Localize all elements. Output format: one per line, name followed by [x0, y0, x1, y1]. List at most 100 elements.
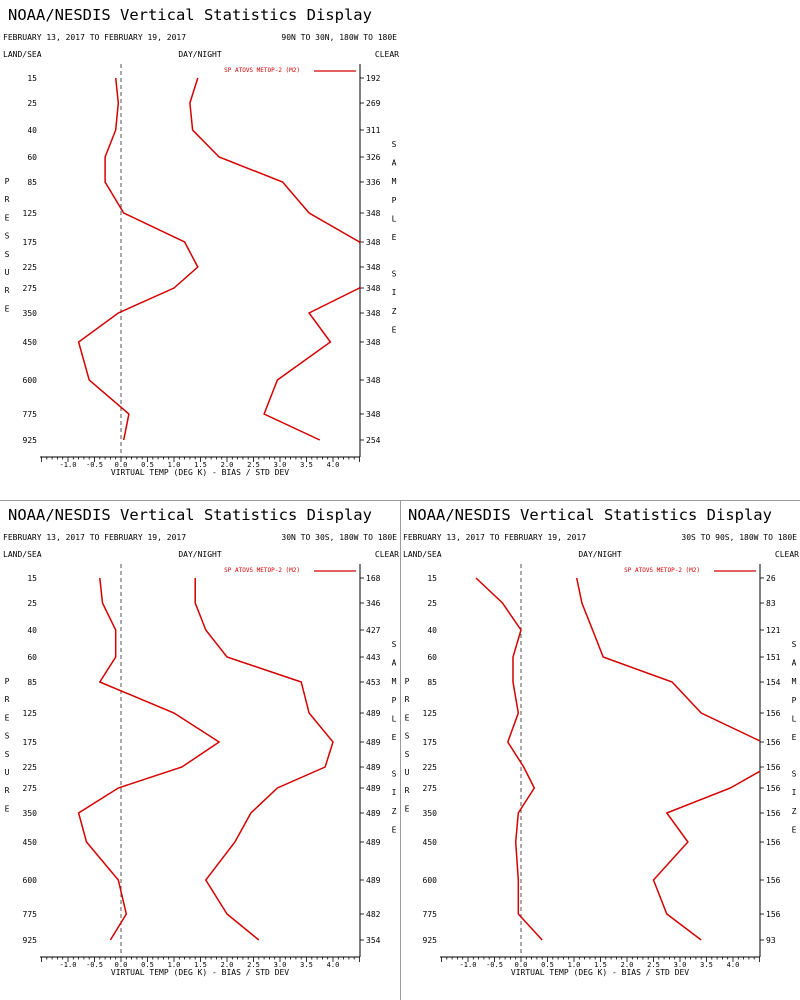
x-tick-label: 3.5 — [300, 461, 313, 469]
pressure-level-label: 175 — [23, 238, 38, 247]
date-range: FEBRUARY 13, 2017 TO FEBRUARY 19, 2017 — [3, 33, 186, 42]
pressure-axis-letter: E — [405, 804, 410, 813]
x-tick-label: 1.0 — [568, 961, 581, 969]
sample-size-value: 348 — [366, 309, 381, 318]
x-tick-label: 0.0 — [115, 461, 128, 469]
pressure-level-label: 60 — [427, 653, 437, 662]
sample-size-value: 489 — [366, 809, 381, 818]
sample-size-axis-letter: E — [392, 325, 397, 334]
sample-size-value: 326 — [366, 153, 381, 162]
pressure-axis-letter: S — [5, 232, 10, 241]
x-tick-label: 2.5 — [247, 961, 260, 969]
pressure-axis-letter: E — [405, 713, 410, 722]
sample-size-value: 489 — [366, 784, 381, 793]
pressure-level-label: 85 — [27, 678, 37, 687]
x-tick-label: 2.0 — [221, 961, 234, 969]
legend-label: SP ATOVS METOP-2 (M2) — [224, 567, 300, 574]
pressure-level-label: 25 — [427, 599, 437, 608]
sample-size-value: 443 — [366, 653, 381, 662]
pressure-level-label: 925 — [423, 936, 438, 945]
x-tick-label: 2.5 — [247, 461, 260, 469]
pressure-level-label: 125 — [23, 709, 38, 718]
pressure-axis-letter: S — [5, 250, 10, 259]
pressure-level-label: 15 — [427, 574, 437, 583]
pressure-axis-letter: R — [5, 195, 10, 204]
sample-size-axis-letter: S — [392, 140, 397, 149]
pressure-level-label: 175 — [423, 738, 438, 747]
sample-size-axis-letter: A — [792, 659, 797, 668]
sample-size-value: 489 — [366, 709, 381, 718]
date-range: FEBRUARY 13, 2017 TO FEBRUARY 19, 2017 — [403, 533, 586, 542]
legend-label: SP ATOVS METOP-2 (M2) — [224, 67, 300, 74]
pressure-level-label: 775 — [423, 910, 438, 919]
pressure-level-label: 40 — [27, 126, 37, 135]
sample-size-value: 156 — [766, 809, 781, 818]
sample-size-value: 348 — [366, 209, 381, 218]
pressure-axis-letter: E — [5, 713, 10, 722]
day-night-label: DAY/NIGHT — [178, 50, 222, 59]
x-tick-label: 2.0 — [621, 961, 634, 969]
std_dev-series-line — [189, 77, 361, 441]
chart-panel-3: NOAA/NESDIS Vertical Statistics Display F… — [403, 506, 799, 977]
sample-size-value: 348 — [366, 238, 381, 247]
sample-size-value: 156 — [766, 784, 781, 793]
sample-size-value: 121 — [766, 626, 781, 635]
date-range: FEBRUARY 13, 2017 TO FEBRUARY 19, 2017 — [3, 533, 186, 542]
x-axis-label: VIRTUAL TEMP (DEG K) - BIAS / STD DEV — [111, 468, 289, 477]
pressure-level-label: 775 — [23, 410, 38, 419]
sample-size-value: 151 — [766, 653, 781, 662]
pressure-level-label: 225 — [23, 263, 38, 272]
pressure-level-label: 25 — [27, 599, 37, 608]
sample-size-value: 453 — [366, 678, 381, 687]
sample-size-value: 348 — [366, 410, 381, 419]
region-label: 90N TO 30N, 180W TO 180E — [281, 33, 397, 42]
pressure-level-label: 40 — [27, 626, 37, 635]
sample-size-axis-letter: S — [392, 770, 397, 779]
chart-title: NOAA/NESDIS Vertical Statistics Display — [8, 506, 372, 524]
pressure-level-label: 350 — [23, 809, 38, 818]
x-tick-label: 3.0 — [274, 961, 287, 969]
pressure-axis-letter: S — [405, 732, 410, 741]
sample-size-axis-letter: I — [792, 788, 797, 797]
pressure-level-label: 15 — [27, 74, 37, 83]
sample-size-axis-letter: E — [392, 233, 397, 242]
bias-series-line — [77, 77, 199, 441]
sample-size-value: 354 — [366, 936, 381, 945]
pressure-axis-letter: E — [5, 304, 10, 313]
sample-size-value: 156 — [766, 763, 781, 772]
sample-size-axis-letter: S — [792, 770, 797, 779]
sample-size-axis-letter: P — [392, 196, 397, 205]
sample-size-axis-letter: I — [392, 288, 397, 297]
sample-size-value: 348 — [366, 263, 381, 272]
x-tick-label: 0.0 — [515, 961, 528, 969]
pressure-axis-letter: P — [5, 677, 10, 686]
pressure-axis-letter: S — [5, 732, 10, 741]
x-axis-label: VIRTUAL TEMP (DEG K) - BIAS / STD DEV — [111, 968, 289, 977]
pressure-axis-letter: E — [5, 213, 10, 222]
pressure-axis-letter: U — [405, 768, 410, 777]
x-axis-label: VIRTUAL TEMP (DEG K) - BIAS / STD DEV — [511, 968, 689, 977]
sample-size-value: 156 — [766, 838, 781, 847]
pressure-axis-letter: R — [405, 786, 410, 795]
chart-title: NOAA/NESDIS Vertical Statistics Display — [8, 6, 372, 24]
pressure-level-label: 225 — [23, 763, 38, 772]
x-tick-label: 0.0 — [115, 961, 128, 969]
sample-size-value: 254 — [366, 436, 381, 445]
pressure-level-label: 450 — [23, 338, 38, 347]
sample-size-value: 156 — [766, 910, 781, 919]
sample-size-axis-letter: P — [792, 696, 797, 705]
x-tick-label: 0.5 — [541, 961, 554, 969]
pressure-level-label: 600 — [23, 376, 38, 385]
pressure-axis-letter: S — [5, 750, 10, 759]
x-tick-label: 2.5 — [647, 961, 660, 969]
x-tick-label: 4.0 — [727, 961, 740, 969]
legend-label: SP ATOVS METOP-2 (M2) — [624, 567, 700, 574]
sample-size-axis-letter: S — [392, 640, 397, 649]
sample-size-value: 489 — [366, 876, 381, 885]
region-label: 30S TO 90S, 180W TO 180E — [681, 533, 797, 542]
sample-size-value: 311 — [366, 126, 381, 135]
sample-size-value: 192 — [366, 74, 381, 83]
pressure-axis-letter: R — [5, 786, 10, 795]
x-tick-label: -1.0 — [60, 461, 77, 469]
x-tick-label: 4.0 — [327, 961, 340, 969]
